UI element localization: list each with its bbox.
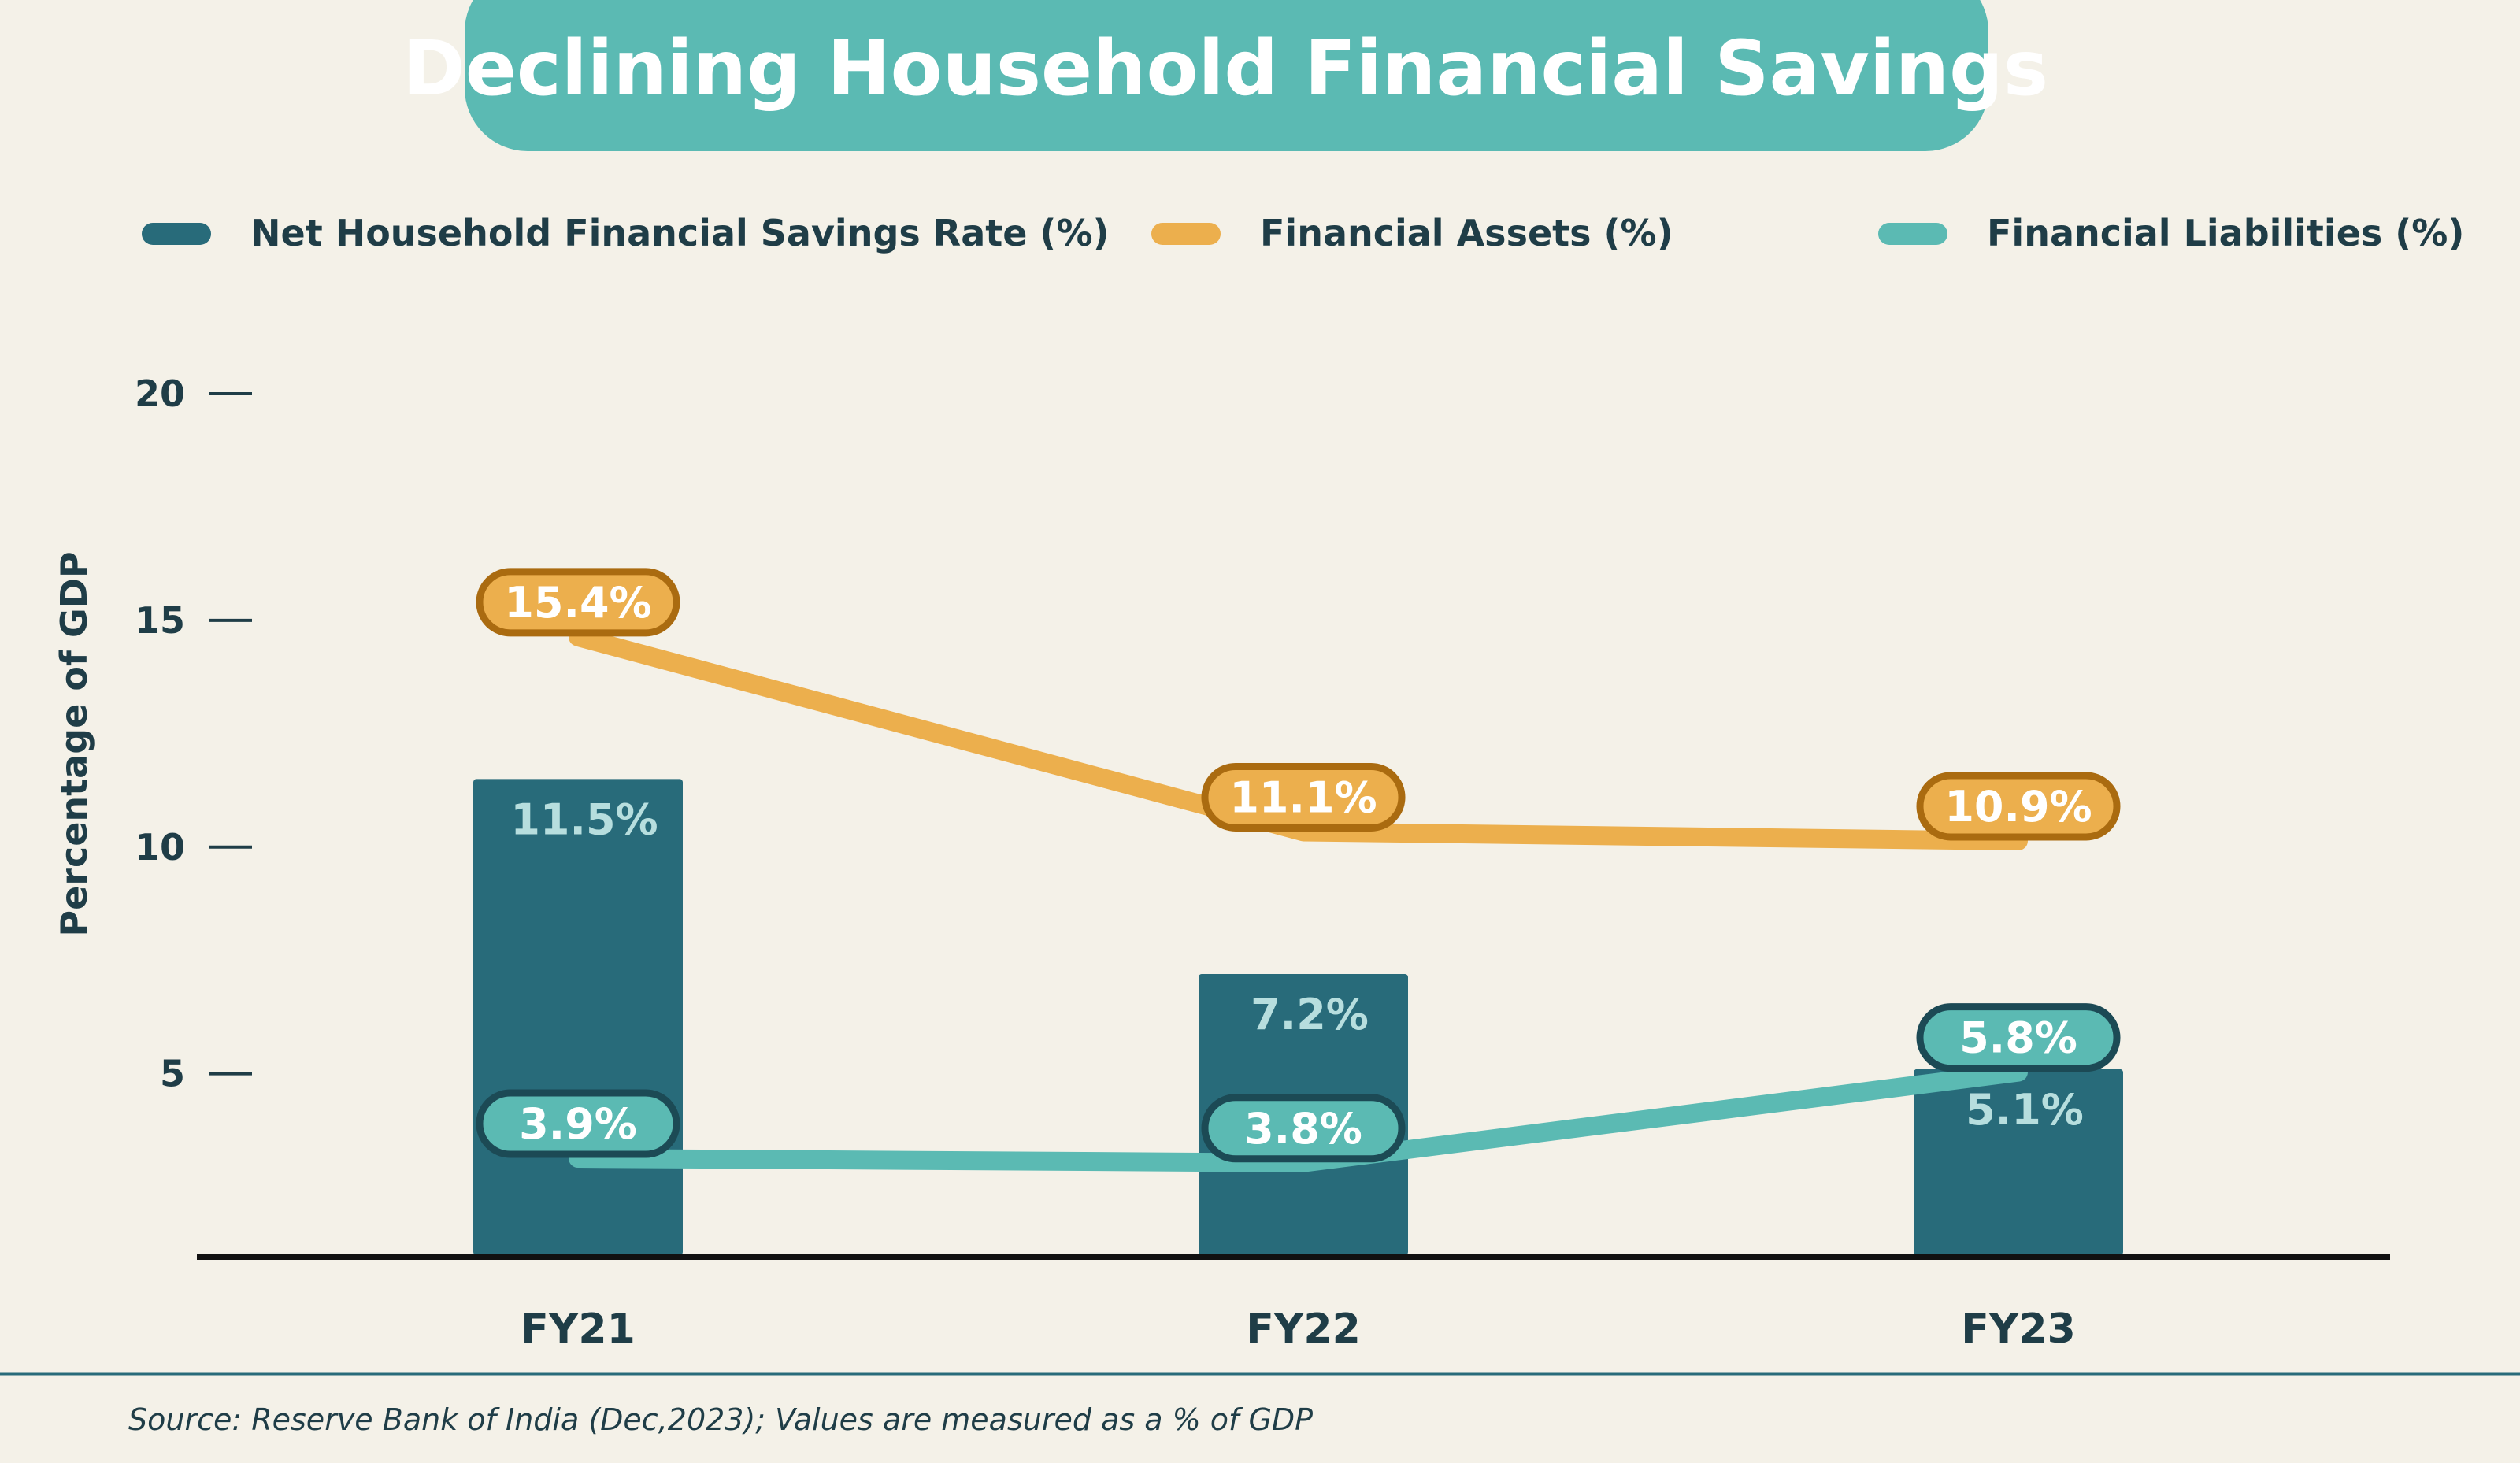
source-note: Source: Reserve Bank of India (Dec,2023)… — [128, 1402, 1313, 1437]
legend-label-3: Financial Liabilities (%) — [1987, 212, 2464, 254]
y-tick-label-20: 20 — [135, 372, 185, 415]
liabilities-point-pill-fy21 — [476, 1089, 680, 1158]
assets-point-label-fy22: 11.1% — [1229, 772, 1377, 822]
chart-title-banner: Declining Household Financial Savings — [402, 0, 2048, 151]
legend-swatch-2 — [1151, 223, 1221, 245]
y-axis-label: Percentage of GDP — [53, 551, 95, 936]
liabilities-point-pill-fy23 — [1916, 1003, 2121, 1072]
y-tick-label-5: 5 — [160, 1053, 185, 1095]
legend: Net Household Financial Savings Rate (%)… — [142, 212, 2464, 254]
assets-line — [569, 627, 2028, 850]
assets-point-label-fy23: 10.9% — [1944, 782, 2092, 832]
bar-label-fy21: 11.5% — [510, 794, 658, 844]
y-axis: 5 10 15 20 — [135, 372, 252, 1095]
x-tick-label-fy23: FY23 — [1961, 1306, 2076, 1353]
title-background — [465, 0, 1988, 151]
liabilities-point-pill-fy22 — [1201, 1094, 1406, 1163]
liabilities-point-label-fy21: 3.9% — [519, 1099, 637, 1149]
y-tick-label-15: 15 — [135, 599, 185, 642]
liabilities-line — [569, 1062, 2028, 1172]
assets-point-pill-fy23 — [1916, 772, 2121, 841]
legend-label-1: Net Household Financial Savings Rate (%) — [250, 212, 1110, 254]
assets-point-label-fy21: 15.4% — [504, 578, 651, 628]
x-tick-label-fy21: FY21 — [521, 1306, 636, 1353]
x-tick-label-fy22: FY22 — [1246, 1306, 1361, 1353]
bar-series: 11.5% 7.2% 5.1% — [473, 779, 2123, 1255]
bar-label-fy23: 5.1% — [1966, 1085, 2084, 1135]
line-series: 15.4% 11.1% 10.9% 3.9% 3.8% 5.8% — [476, 568, 2121, 1172]
y-tick-label-10: 10 — [135, 826, 185, 869]
assets-point-pill-fy21 — [476, 568, 680, 637]
x-axis: FY21 FY22 FY23 — [521, 1306, 2076, 1353]
legend-swatch-3 — [1878, 223, 1947, 245]
liabilities-point-label-fy23: 5.8% — [1959, 1013, 2077, 1063]
bar-fy23 — [1914, 1069, 2123, 1255]
legend-swatch-1 — [142, 223, 211, 245]
bar-label-fy22: 7.2% — [1251, 990, 1369, 1039]
legend-label-2: Financial Assets (%) — [1260, 212, 1673, 254]
bar-fy21 — [473, 779, 683, 1255]
liabilities-point-label-fy22: 3.8% — [1244, 1104, 1362, 1154]
assets-point-pill-fy22 — [1201, 762, 1406, 832]
chart-title: Declining Household Financial Savings — [402, 24, 2048, 113]
